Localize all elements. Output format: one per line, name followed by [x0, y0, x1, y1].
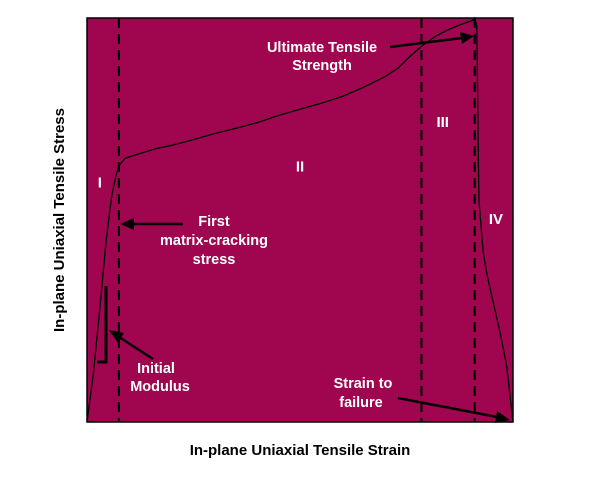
- arrow-im: [118, 335, 154, 361]
- region-label-iv: IV: [489, 211, 503, 228]
- annotation-stf-line-2: failure: [339, 395, 383, 411]
- annotation-fmc-line-3: stress: [193, 252, 236, 268]
- region-label-i: I: [98, 175, 102, 192]
- x-axis-title: In-plane Uniaxial Tensile Strain: [190, 442, 411, 459]
- annotation-initial-modulus: Initial Modulus: [109, 330, 190, 395]
- region-label-iii: III: [436, 114, 449, 131]
- annotation-first-matrix-cracking: First matrix-cracking stress: [120, 214, 268, 268]
- annotation-fmc-line-1: First: [198, 214, 230, 230]
- y-axis-title: In-plane Uniaxial Tensile Stress: [51, 108, 68, 332]
- arrowhead-im: [109, 330, 124, 343]
- annotation-ultimate-tensile-strength: Ultimate Tensile Strength: [267, 32, 474, 74]
- series-line: [86, 16, 514, 423]
- region-boundary-lines: [117, 18, 476, 422]
- annotation-strain-to-failure: Strain to failure: [334, 376, 510, 423]
- region-label-ii: II: [296, 159, 304, 176]
- annotation-uts-line-2: Strength: [292, 58, 352, 74]
- annotation-stf-line-1: Strain to: [334, 376, 393, 392]
- annotation-im-line-1: Initial: [137, 361, 175, 377]
- arrowhead-uts: [460, 32, 474, 44]
- arrow-uts: [389, 36, 463, 49]
- annotation-uts-line-1: Ultimate Tensile: [267, 40, 377, 56]
- plot-area: [86, 17, 514, 423]
- annotation-fmc-line-2: matrix-cracking: [160, 233, 268, 249]
- arrow-stf: [397, 396, 498, 419]
- annotation-im-line-2: Modulus: [130, 379, 190, 395]
- arrowhead-stf: [495, 411, 510, 423]
- arrowhead-fmc: [120, 218, 134, 230]
- modulus-slope-triangle: [97, 286, 108, 364]
